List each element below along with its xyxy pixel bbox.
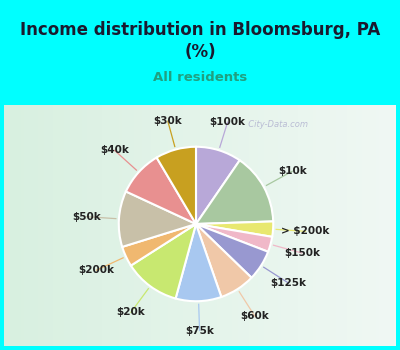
Text: $50k: $50k (72, 212, 101, 222)
Text: $200k: $200k (78, 265, 114, 275)
Wedge shape (196, 222, 273, 237)
Wedge shape (157, 147, 196, 224)
Text: > $200k: > $200k (281, 226, 330, 236)
Text: $30k: $30k (154, 116, 182, 126)
Text: Income distribution in Bloomsburg, PA
(%): Income distribution in Bloomsburg, PA (%… (20, 21, 380, 61)
Wedge shape (196, 224, 268, 278)
Text: City-Data.com: City-Data.com (243, 120, 308, 129)
Wedge shape (126, 158, 196, 224)
Wedge shape (119, 191, 196, 247)
Wedge shape (196, 147, 240, 224)
Wedge shape (176, 224, 221, 301)
Text: $100k: $100k (210, 117, 246, 127)
Text: $20k: $20k (116, 307, 145, 317)
Wedge shape (196, 224, 252, 297)
Text: $150k: $150k (284, 248, 320, 258)
Text: $10k: $10k (278, 166, 306, 176)
Wedge shape (196, 224, 272, 252)
Wedge shape (122, 224, 196, 266)
Wedge shape (196, 160, 273, 224)
Text: All residents: All residents (153, 71, 247, 84)
Wedge shape (131, 224, 196, 299)
Text: $60k: $60k (241, 312, 269, 321)
Text: $125k: $125k (270, 278, 306, 288)
Text: $75k: $75k (185, 326, 214, 336)
Text: $40k: $40k (100, 146, 129, 155)
